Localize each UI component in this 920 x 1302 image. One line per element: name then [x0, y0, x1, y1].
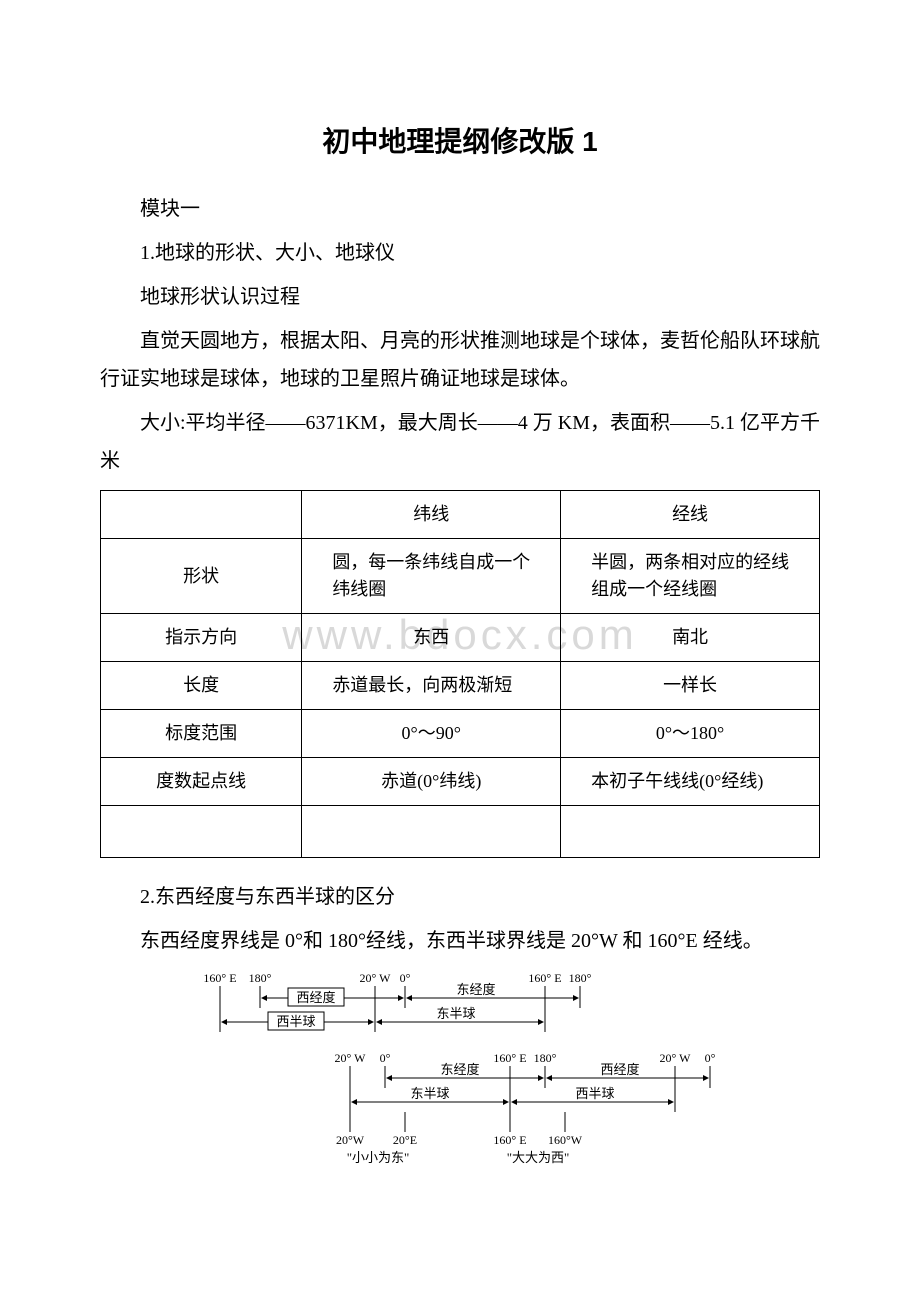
longitude-diagram: 160° E 180° 20° W 0° 160° E 180° 西经度 东经度 — [100, 970, 820, 1185]
table-row: 长度 赤道最长，向两极渐短 一样长 — [101, 662, 820, 710]
diagram-label: 东半球 — [436, 1006, 475, 1021]
table-cell: 0°～90° — [302, 710, 561, 758]
diagram-label: 西半球 — [575, 1086, 614, 1101]
table-cell: 度数起点线 — [101, 758, 302, 806]
diagram-label: 东经度 — [456, 982, 495, 997]
table-cell: 标度范围 — [101, 710, 302, 758]
longitude-diagram-svg: 160° E 180° 20° W 0° 160° E 180° 西经度 东经度 — [180, 970, 740, 1185]
diagram-tick: 180° — [249, 971, 272, 985]
diagram-tick: 20° W — [660, 1051, 692, 1065]
table-cell — [561, 806, 820, 858]
diagram-tick: 160° E — [203, 971, 236, 985]
table-row: 标度范围 0°～90° 0°～180° — [101, 710, 820, 758]
table-cell: 指示方向 — [101, 614, 302, 662]
table-cell — [101, 806, 302, 858]
table-row: 纬线 经线 — [101, 491, 820, 539]
diagram-tick: 180° — [534, 1051, 557, 1065]
diagram-tick: 0° — [400, 971, 411, 985]
table-row: 形状 圆，每一条纬线自成一个纬线圈 半圆，两条相对应的经线组成一个经线圈 — [101, 539, 820, 614]
table-cell: 经线 — [561, 491, 820, 539]
document-title: 初中地理提纲修改版 1 — [100, 120, 820, 160]
table-cell: 赤道(0°纬线) — [302, 758, 561, 806]
diagram-tick: 20° W — [360, 971, 392, 985]
diagram-tick: 0° — [705, 1051, 716, 1065]
diagram-tick: 180° — [569, 971, 592, 985]
diagram-label: 西经度 — [296, 990, 335, 1005]
section1-heading: 1.地球的形状、大小、地球仪 — [100, 234, 820, 272]
table-cell: 圆，每一条纬线自成一个纬线圈 — [302, 539, 561, 614]
table-row — [101, 806, 820, 858]
document-content: 初中地理提纲修改版 1 模块一 1.地球的形状、大小、地球仪 地球形状认识过程 … — [100, 120, 820, 1185]
table-cell: 长度 — [101, 662, 302, 710]
table-cell: 纬线 — [302, 491, 561, 539]
table-cell: 东西 — [302, 614, 561, 662]
diagram-label: 西经度 — [600, 1062, 639, 1077]
table-cell: 0°～180° — [561, 710, 820, 758]
diagram-sublabel: 20°W — [336, 1133, 365, 1147]
module-label: 模块一 — [100, 190, 820, 228]
diagram-tick: 20° W — [335, 1051, 367, 1065]
table-cell: 赤道最长，向两极渐短 — [302, 662, 561, 710]
section2-text: 东西经度界线是 0°和 180°经线，东西半球界线是 20°W 和 160°E … — [100, 922, 820, 960]
diagram-label: 东经度 — [440, 1062, 479, 1077]
diagram-sublabel: 20°E — [393, 1133, 417, 1147]
table-cell — [101, 491, 302, 539]
diagram-sublabel: 160° E — [493, 1133, 526, 1147]
table-row: 度数起点线 赤道(0°纬线) 本初子午线线(0°经线) — [101, 758, 820, 806]
shape-process-text: 直觉天圆地方，根据太阳、月亮的形状推测地球是个球体，麦哲伦船队环球航行证实地球是… — [100, 322, 820, 398]
table-cell — [302, 806, 561, 858]
diagram-tick: 160° E — [528, 971, 561, 985]
table-cell: 本初子午线线(0°经线) — [561, 758, 820, 806]
table-cell: 半圆，两条相对应的经线组成一个经线圈 — [561, 539, 820, 614]
lat-lon-table: 纬线 经线 形状 圆，每一条纬线自成一个纬线圈 半圆，两条相对应的经线组成一个经… — [100, 490, 820, 858]
table-cell: 形状 — [101, 539, 302, 614]
diagram-tick: 0° — [380, 1051, 391, 1065]
table-row: 指示方向 东西 南北 — [101, 614, 820, 662]
diagram-label: 东半球 — [410, 1086, 449, 1101]
table-cell: 一样长 — [561, 662, 820, 710]
section2-heading: 2.东西经度与东西半球的区分 — [100, 878, 820, 916]
table-cell: 南北 — [561, 614, 820, 662]
shape-process-label: 地球形状认识过程 — [100, 278, 820, 316]
diagram-sublabel: 160°W — [548, 1133, 583, 1147]
diagram-label: 西半球 — [276, 1014, 315, 1029]
size-text: 大小:平均半径——6371KM，最大周长——4 万 KM，表面积——5.1 亿平… — [100, 404, 820, 480]
diagram-caption: "小小为东" — [347, 1150, 410, 1165]
diagram-tick: 160° E — [493, 1051, 526, 1065]
diagram-caption: "大大为西" — [507, 1150, 570, 1165]
